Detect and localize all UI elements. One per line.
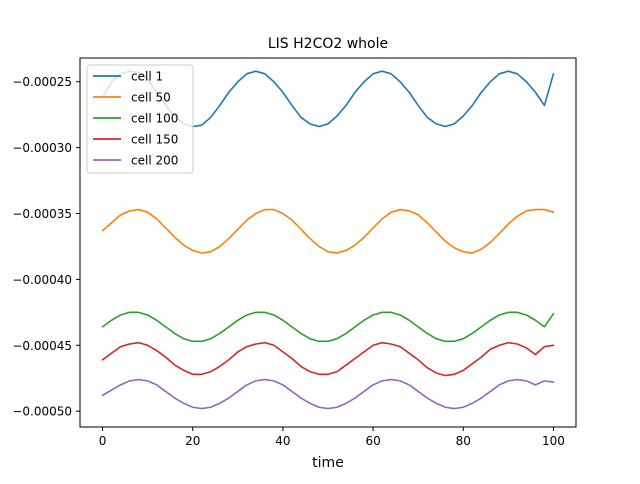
y-tick-label: −0.00050 xyxy=(12,405,72,419)
series-line-5 xyxy=(101,378,555,410)
y-tick-label: −0.00040 xyxy=(12,273,72,287)
legend-label-5: cell 200 xyxy=(131,154,178,168)
legend-box xyxy=(86,64,194,174)
chart-title: LIS H2CO2 whole xyxy=(268,36,388,52)
series-line-2 xyxy=(101,208,555,254)
legend: cell 1 cell 50 cell 100 cell 150 cell 200 xyxy=(86,64,194,174)
series-line-4 xyxy=(101,341,555,377)
y-tick-label: −0.00045 xyxy=(12,339,72,353)
x-tick-label: 40 xyxy=(275,434,290,448)
x-tick-label: 60 xyxy=(365,434,380,448)
x-tick-label: 20 xyxy=(185,434,200,448)
x-tick-label: 100 xyxy=(542,434,565,448)
y-tick-label: −0.00035 xyxy=(12,207,72,221)
legend-label-1: cell 1 xyxy=(131,70,163,84)
series-line-3 xyxy=(101,311,555,343)
x-tick-label: 80 xyxy=(456,434,471,448)
y-tick-label: −0.00025 xyxy=(12,75,72,89)
y-tick-label: −0.00030 xyxy=(12,141,72,155)
legend-label-3: cell 100 xyxy=(131,112,178,126)
x-axis-label: time xyxy=(312,455,344,471)
x-axis: 0 20 40 60 80 100 xyxy=(99,427,565,448)
legend-label-4: cell 150 xyxy=(131,133,178,147)
x-tick-label: 0 xyxy=(99,434,107,448)
y-axis: −0.00050 −0.00045 −0.00040 −0.00035 −0.00030… xyxy=(12,75,80,419)
plot-frame xyxy=(79,57,577,428)
legend-label-2: cell 50 xyxy=(131,91,171,105)
